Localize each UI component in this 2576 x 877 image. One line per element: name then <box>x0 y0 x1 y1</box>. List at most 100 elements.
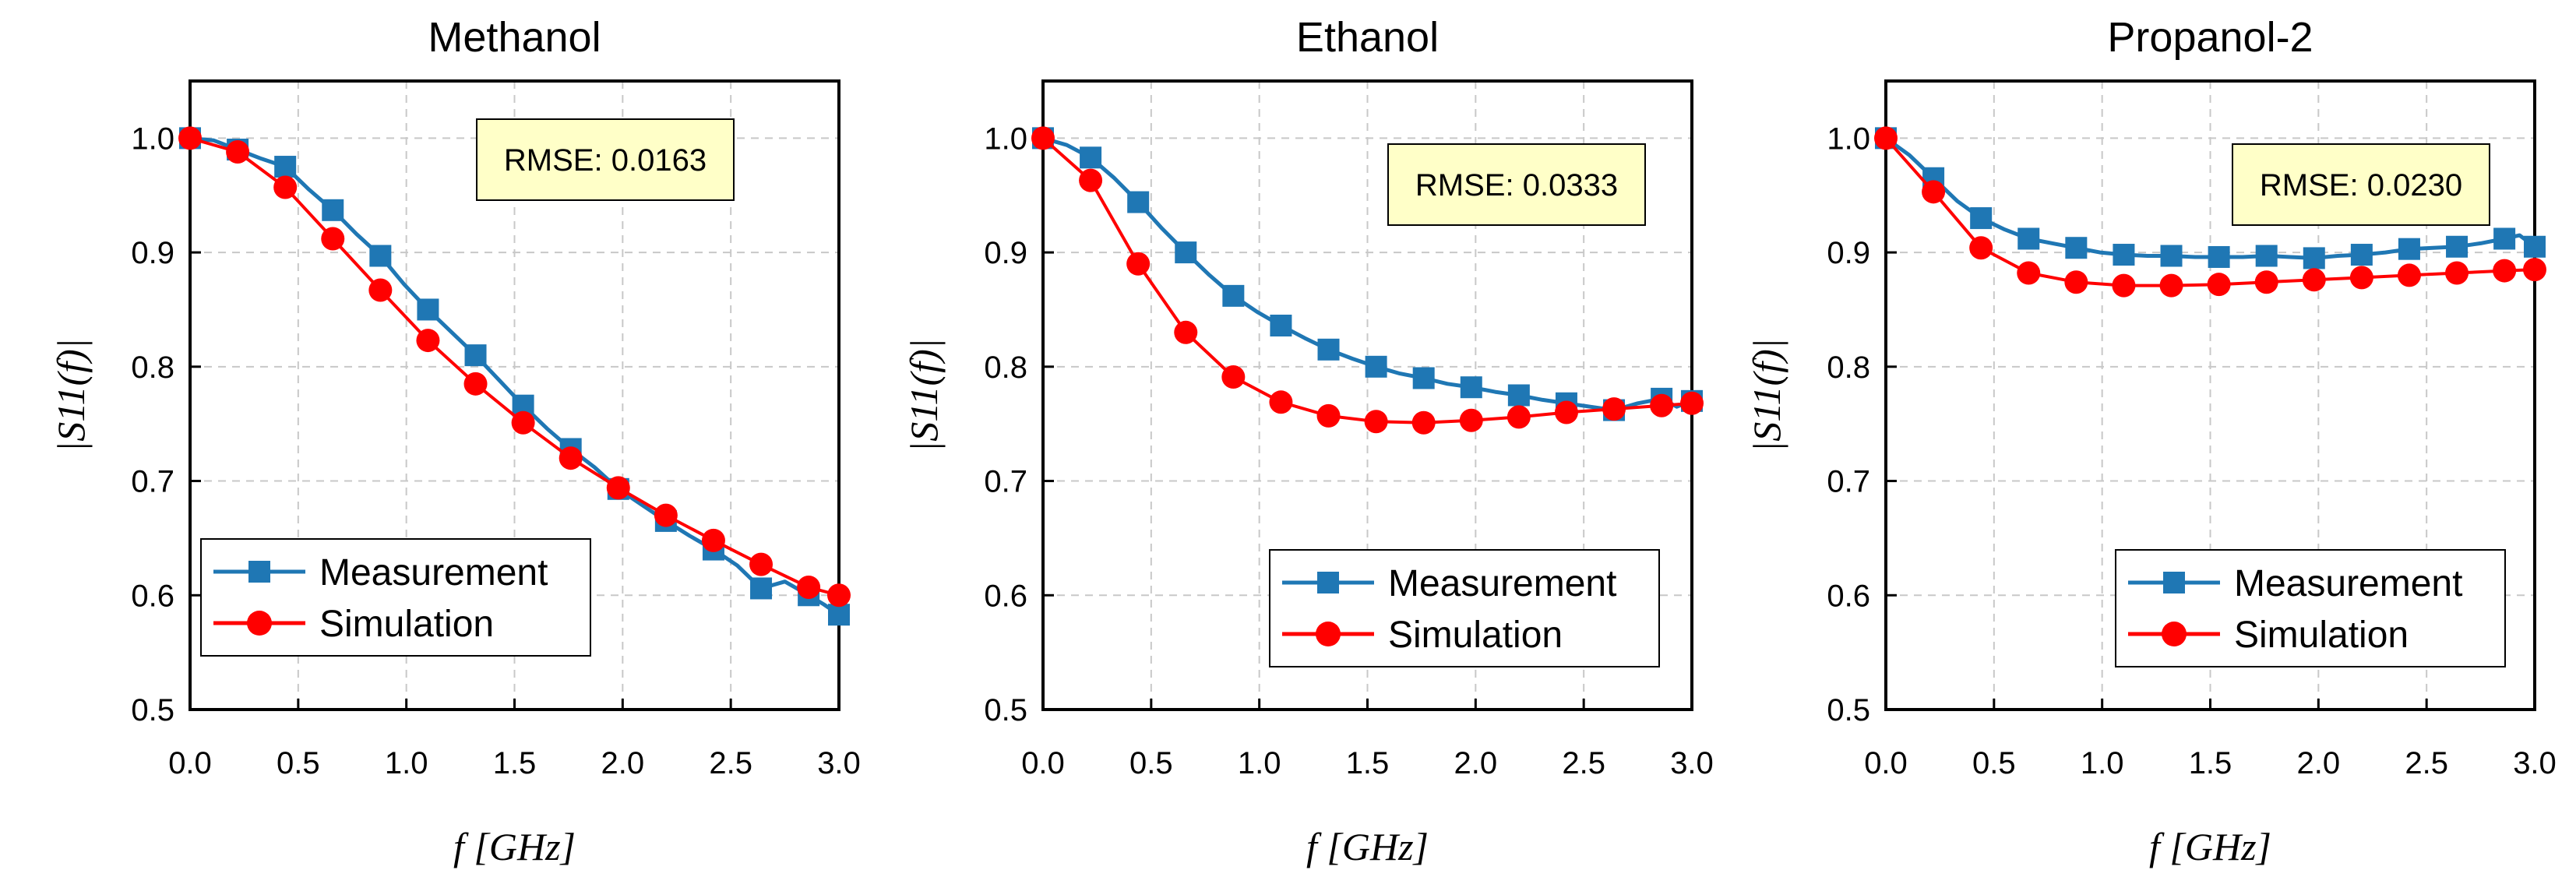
data-point <box>511 410 535 435</box>
y-tick-label: 0.5 <box>131 693 174 727</box>
data-point <box>2207 273 2231 297</box>
x-tick-label: 0.0 <box>168 746 212 780</box>
y-tick-label: 0.9 <box>984 236 1027 270</box>
y-tick-label: 0.8 <box>984 350 1027 385</box>
data-point <box>2255 245 2278 267</box>
data-point <box>749 552 774 576</box>
x-tick-label: 2.5 <box>2405 746 2448 780</box>
x-tick-label: 2.0 <box>1454 746 1498 780</box>
data-point <box>2302 268 2326 292</box>
data-point <box>2350 244 2373 266</box>
data-point <box>273 175 298 199</box>
x-axis-label: f [GHz] <box>1306 825 1429 868</box>
data-point <box>226 139 250 164</box>
data-point <box>2160 245 2183 267</box>
data-point <box>797 576 821 600</box>
data-point <box>1680 391 1704 415</box>
data-point <box>2493 227 2516 250</box>
chart-title: Ethanol <box>1296 14 1439 61</box>
rmse-text: RMSE: 0.0163 <box>504 143 707 178</box>
legend: Measurement Simulation <box>200 538 591 657</box>
data-point <box>416 329 440 353</box>
legend-box <box>2115 549 2506 667</box>
data-point <box>178 126 202 150</box>
rmse-annotation: RMSE: 0.0333 <box>1387 143 1646 226</box>
series-measurement <box>1875 127 2546 269</box>
x-tick-label: 3.0 <box>1670 746 1714 780</box>
data-point <box>2064 270 2088 294</box>
legend: Measurement Simulation <box>1269 549 1660 667</box>
data-point <box>1317 338 1340 361</box>
data-point <box>274 156 297 178</box>
data-point <box>2349 266 2373 290</box>
data-point <box>1650 393 1674 417</box>
rmse-text: RMSE: 0.0333 <box>1415 168 1618 203</box>
data-point <box>2397 263 2421 287</box>
data-point <box>828 604 850 626</box>
data-point <box>2208 245 2230 268</box>
y-axis-label: |S11(f)| <box>1745 339 1788 453</box>
data-point <box>654 503 678 527</box>
legend-box <box>200 538 591 657</box>
chart-panel-3: 0.0 0.5 1.0 1.5 2.0 2.5 3.0 0.5 0.6 0.7 0.8 0.9 1.0 P… <box>1745 14 2557 868</box>
y-tick-label: 0.6 <box>131 579 174 613</box>
legend-box <box>1269 549 1660 667</box>
data-point <box>1270 314 1292 336</box>
rmse-box <box>1387 143 1646 226</box>
y-tick-label: 0.9 <box>131 236 174 270</box>
rmse-box <box>2232 143 2490 226</box>
data-point <box>2303 247 2325 269</box>
x-tick-label: 0.0 <box>1864 746 1908 780</box>
data-point <box>750 577 773 600</box>
x-tick-label: 1.0 <box>385 746 428 780</box>
data-point <box>2113 244 2135 266</box>
data-point <box>1365 355 1387 378</box>
y-tick-label: 1.0 <box>1827 122 1870 156</box>
data-point <box>1080 146 1102 169</box>
data-point <box>1507 384 1530 407</box>
data-point <box>1174 320 1198 344</box>
x-tick-label: 2.5 <box>709 746 752 780</box>
data-point <box>1126 252 1151 276</box>
data-point <box>369 245 392 267</box>
data-point <box>368 278 393 302</box>
chart-title: Propanol-2 <box>2107 14 2313 61</box>
legend-marker <box>248 561 270 583</box>
data-point <box>2065 237 2088 259</box>
legend-label: Simulation <box>319 604 494 645</box>
data-point <box>1459 408 1483 432</box>
x-tick-label: 1.5 <box>1346 746 1390 780</box>
y-tick-label: 0.6 <box>1827 579 1870 613</box>
data-point <box>559 446 583 470</box>
data-point <box>2445 261 2469 285</box>
rmse-annotation: RMSE: 0.0163 <box>476 118 735 201</box>
chart-panel-1: 0.0 0.5 1.0 1.5 2.0 2.5 3.0 0.5 0.6 0.7 0.8 0.9 1.0 M… <box>49 14 861 868</box>
data-point <box>1412 367 1435 389</box>
x-tick-label: 1.5 <box>2189 746 2232 780</box>
data-point <box>2254 270 2278 294</box>
y-tick-label: 0.7 <box>1827 465 1870 499</box>
data-point <box>1127 191 1150 213</box>
series-measurement <box>1032 127 1703 421</box>
data-point <box>2017 227 2040 250</box>
data-point <box>1922 180 1946 204</box>
chart-title: Methanol <box>428 14 601 61</box>
rmse-text: RMSE: 0.0230 <box>2260 168 2462 203</box>
data-point <box>1506 405 1531 429</box>
x-tick-label: 2.5 <box>1562 746 1605 780</box>
legend-marker <box>247 611 272 636</box>
legend-label: Measurement <box>2234 563 2462 604</box>
legend-label: Simulation <box>2234 615 2409 656</box>
chart-panel-2: 0.0 0.5 1.0 1.5 2.0 2.5 3.0 0.5 0.6 0.7 0.8 0.9 1.0 E… <box>902 14 1714 868</box>
legend-marker <box>1317 572 1339 593</box>
data-point <box>1970 207 1993 230</box>
x-tick-label: 2.0 <box>601 746 645 780</box>
y-tick-label: 1.0 <box>131 122 174 156</box>
x-tick-label: 1.0 <box>2081 746 2124 780</box>
y-tick-label: 0.8 <box>131 350 174 385</box>
x-tick-label: 2.0 <box>2297 746 2341 780</box>
data-point <box>827 583 851 608</box>
data-point <box>1411 410 1436 435</box>
legend: Measurement Simulation <box>2115 549 2506 667</box>
